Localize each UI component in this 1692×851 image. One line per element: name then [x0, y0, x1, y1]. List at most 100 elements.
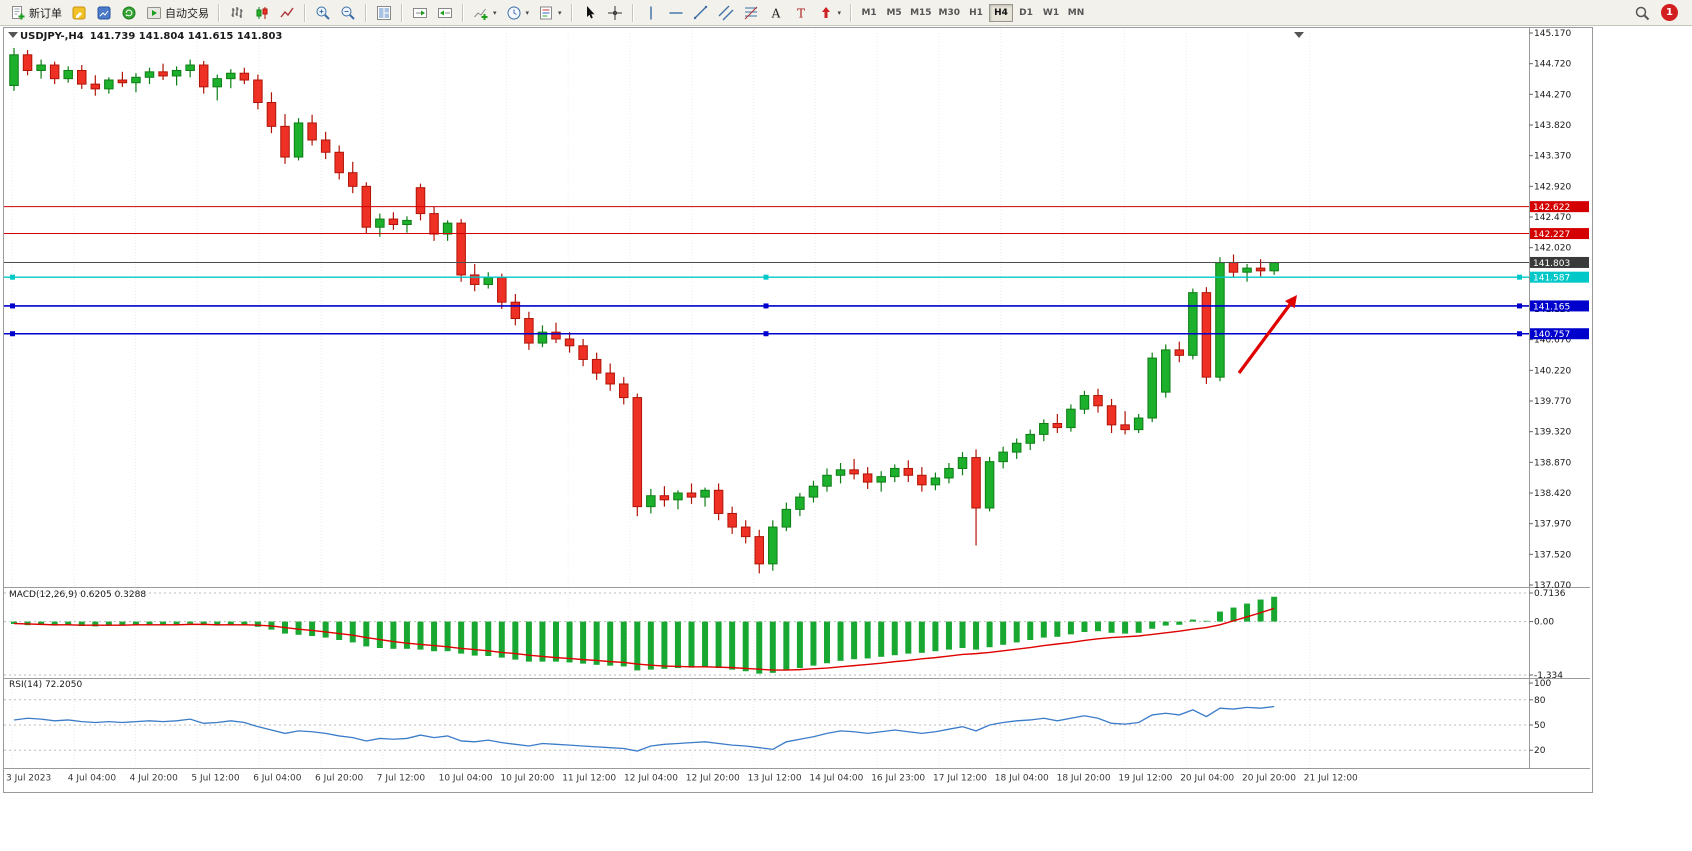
- horizontal-line-button[interactable]: [664, 2, 688, 24]
- timeframe-button-MN[interactable]: MN: [1064, 4, 1088, 22]
- one-click-trading-toggle[interactable]: [8, 32, 18, 38]
- price-axis-label: 143.820: [1534, 121, 1571, 131]
- zoom-in-button[interactable]: [311, 2, 335, 24]
- candle-body: [930, 477, 941, 486]
- price-axis-label: 137.520: [1534, 550, 1571, 560]
- text-label-button[interactable]: T: [789, 2, 813, 24]
- fibonacci-button[interactable]: [739, 2, 763, 24]
- text-button[interactable]: A: [764, 2, 788, 24]
- bar-chart-button[interactable]: [225, 2, 249, 24]
- candle-body: [1188, 292, 1198, 356]
- indicators-button[interactable]: ▾: [469, 2, 501, 24]
- timeframe-button-M30[interactable]: M30: [936, 4, 963, 22]
- candle-body: [564, 338, 575, 347]
- macd-histogram-bar: [200, 621, 207, 626]
- channel-icon: [718, 5, 734, 20]
- zoom-out-icon: [341, 6, 355, 20]
- chart-shift-icon: [438, 7, 452, 18]
- trend-arrow[interactable]: [1237, 303, 1292, 374]
- macd-histogram-bar: [1135, 621, 1142, 633]
- price-axis-label: 144.720: [1534, 60, 1571, 70]
- rsi-axis-label: 50: [1534, 721, 1546, 731]
- price-axis-label: 138.420: [1534, 489, 1571, 499]
- zoom-out-button[interactable]: [336, 2, 360, 24]
- candle-body: [1201, 292, 1212, 378]
- line-handle[interactable]: [763, 331, 769, 337]
- macd-histogram-bar: [647, 621, 654, 670]
- timeframe-button-H1[interactable]: H1: [964, 4, 988, 22]
- macd-histogram-bar: [1040, 621, 1047, 638]
- crosshair-button[interactable]: [603, 2, 627, 24]
- line-handle[interactable]: [1517, 331, 1522, 337]
- candle-body: [1215, 262, 1225, 378]
- auto-trading-button[interactable]: 自动交易: [142, 2, 213, 24]
- macd-histogram-bar: [51, 621, 58, 626]
- line-handle[interactable]: [1517, 274, 1522, 280]
- timeframe-button-H4[interactable]: H4: [989, 3, 1014, 22]
- new-order-button[interactable]: 新订单: [6, 2, 66, 24]
- candle-body: [740, 526, 751, 538]
- candlestick-chart-button[interactable]: [250, 2, 274, 24]
- macd-histogram-bar: [458, 621, 465, 654]
- channel-button[interactable]: [714, 2, 738, 24]
- new-order-label: 新订单: [29, 6, 62, 20]
- candle-body: [862, 473, 873, 483]
- timeframe-button-D1[interactable]: D1: [1014, 4, 1038, 22]
- bar-chart-icon: [231, 6, 243, 18]
- price-axis-label: 139.770: [1534, 397, 1571, 407]
- templates-button[interactable]: ▾: [534, 2, 566, 24]
- time-axis-label: 6 Jul 20:00: [315, 774, 364, 784]
- candle-body: [375, 218, 385, 228]
- cursor-button[interactable]: [578, 2, 602, 24]
- fibonacci-icon: [744, 6, 757, 19]
- chart-shift-button[interactable]: [433, 2, 457, 24]
- line-handle[interactable]: [10, 331, 15, 337]
- macd-histogram-bar: [1244, 603, 1251, 622]
- line-handle[interactable]: [1517, 303, 1522, 309]
- candle-body: [117, 79, 128, 84]
- price-axis-label: 142.920: [1534, 182, 1571, 192]
- line-handle[interactable]: [763, 303, 769, 309]
- candle-body: [1269, 262, 1279, 272]
- time-axis-label: 12 Jul 04:00: [624, 774, 678, 784]
- candle-body: [957, 457, 968, 469]
- line-handle[interactable]: [763, 274, 769, 280]
- dropdown-caret: ▾: [837, 8, 842, 17]
- candle-body: [280, 125, 290, 158]
- timeframe-button-M15[interactable]: M15: [907, 4, 934, 22]
- macd-histogram-bar: [65, 621, 72, 626]
- candle-body: [1242, 267, 1252, 273]
- macd-histogram-bar: [593, 621, 600, 665]
- search-icon: [1635, 6, 1650, 20]
- vertical-line-button[interactable]: [639, 2, 663, 24]
- chart-canvas[interactable]: 3 Jul 2023 4 Jul 04:00 4 Jul 20:00 5 Jul 12…: [4, 28, 1590, 790]
- timeframe-button-M5[interactable]: M5: [882, 4, 906, 22]
- macd-histogram-bar: [1149, 621, 1156, 629]
- charts-button[interactable]: [92, 2, 116, 24]
- tile-windows-button[interactable]: [372, 2, 396, 24]
- macd-histogram-bar: [1257, 599, 1264, 622]
- notification-badge[interactable]: 1: [1661, 4, 1678, 21]
- auto-scroll-button[interactable]: [408, 2, 432, 24]
- trend-arrow-head[interactable]: [1285, 295, 1297, 309]
- timeframe-button-M1[interactable]: M1: [857, 4, 881, 22]
- dropdown-caret: ▾: [558, 8, 562, 17]
- price-axis-label: 137.970: [1534, 520, 1571, 530]
- line-handle[interactable]: [10, 303, 15, 309]
- metaeditor-button[interactable]: [67, 2, 91, 24]
- timeframe-button-W1[interactable]: W1: [1039, 4, 1063, 22]
- line-chart-button[interactable]: [275, 2, 299, 24]
- price-axis-label: 140.220: [1534, 366, 1571, 376]
- search-button[interactable]: [1630, 2, 1654, 24]
- candle-body: [537, 331, 548, 344]
- line-handle[interactable]: [10, 274, 15, 280]
- arrows-button[interactable]: ▾: [814, 2, 846, 24]
- refresh-button[interactable]: [117, 2, 141, 24]
- candle-body: [917, 474, 927, 486]
- candle-body: [605, 372, 615, 385]
- periods-button[interactable]: ▾: [502, 2, 534, 24]
- candle-body: [849, 469, 859, 475]
- trendline-button[interactable]: [689, 2, 713, 24]
- macd-histogram-bar: [580, 621, 587, 664]
- macd-histogram-bar: [634, 621, 641, 671]
